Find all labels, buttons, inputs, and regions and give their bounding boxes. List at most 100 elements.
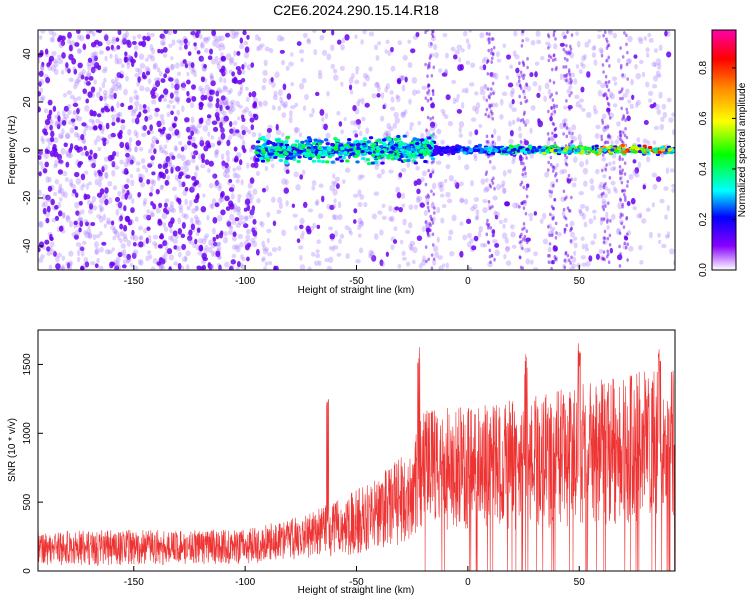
noise-dot: [100, 128, 105, 135]
noise-dot: [385, 39, 390, 45]
noise-dot: [217, 89, 224, 94]
noise-dot: [65, 214, 70, 221]
noise-dot: [127, 128, 132, 136]
noise-dot: [150, 143, 154, 150]
noise-dot: [280, 100, 285, 107]
noise-dot: [390, 65, 396, 72]
signal-dot: [296, 159, 301, 164]
noise-dot: [231, 244, 237, 250]
noise-dot: [532, 81, 538, 87]
noise-dot: [602, 113, 607, 119]
noise-dot: [507, 82, 514, 88]
noise-dot: [200, 153, 206, 160]
noise-dot: [477, 231, 482, 238]
noise-dot: [253, 161, 259, 169]
noise-dot: [192, 127, 198, 134]
noise-dot: [222, 110, 227, 118]
noise-dot: [145, 214, 151, 220]
noise-dot: [161, 254, 166, 261]
signal-dot: [343, 150, 348, 155]
noise-dot: [230, 101, 234, 109]
noise-dot: [327, 256, 334, 263]
noise-dot: [234, 244, 240, 250]
noise-dot: [241, 64, 245, 70]
noise-dot: [166, 104, 171, 109]
noise-dot: [338, 121, 343, 127]
noise-dot: [256, 45, 260, 52]
noise-dot: [180, 265, 185, 270]
noise-dot: [469, 82, 475, 87]
noise-dot: [537, 118, 541, 124]
noise-dot: [146, 130, 151, 135]
signal-dot: [439, 152, 444, 156]
noise-dot: [230, 259, 237, 265]
streak-dot: [521, 172, 524, 177]
noise-dot: [120, 250, 125, 257]
noise-dot: [68, 153, 73, 159]
noise-dot: [439, 193, 445, 198]
noise-dot: [209, 75, 214, 80]
streak-dot: [619, 197, 622, 201]
streak-dot: [606, 252, 610, 256]
noise-dot: [196, 227, 201, 234]
noise-dot: [243, 239, 250, 247]
noise-dot: [131, 252, 137, 259]
streak-dot: [568, 107, 571, 111]
noise-dot: [331, 214, 337, 220]
noise-dot: [180, 233, 186, 239]
streak-dot: [427, 83, 431, 88]
noise-dot: [315, 249, 320, 254]
noise-dot: [406, 161, 410, 168]
noise-dot: [671, 129, 675, 136]
noise-dot: [225, 105, 230, 111]
noise-dot: [638, 245, 643, 251]
noise-dot: [607, 188, 611, 195]
streak-dot: [518, 94, 521, 99]
noise-dot: [516, 118, 520, 123]
noise-dot: [610, 180, 616, 186]
noise-dot: [154, 107, 160, 113]
noise-dot: [111, 161, 116, 168]
noise-dot: [529, 72, 534, 78]
noise-dot: [460, 48, 465, 53]
noise-dot: [388, 205, 393, 212]
signal-dot: [284, 143, 290, 147]
noise-dot: [44, 48, 49, 55]
noise-dot: [500, 184, 505, 189]
noise-dot: [371, 254, 377, 262]
noise-dot: [79, 246, 85, 252]
noise-dot: [666, 97, 672, 103]
noise-dot: [262, 248, 268, 255]
signal-dot: [351, 152, 356, 156]
noise-dot: [208, 89, 213, 96]
noise-dot: [420, 106, 424, 112]
noise-dot: [137, 76, 141, 84]
noise-dot: [65, 151, 72, 159]
noise-dot: [211, 30, 217, 36]
noise-dot: [491, 229, 496, 235]
noise-dot: [518, 125, 522, 132]
noise-dot: [221, 45, 226, 51]
noise-dot: [315, 253, 321, 259]
noise-dot: [144, 65, 150, 73]
noise-dot: [53, 151, 59, 158]
streak-dot: [623, 235, 627, 239]
signal-dot: [591, 149, 596, 154]
noise-dot: [84, 124, 89, 131]
noise-dot: [579, 104, 583, 109]
signal-dot: [285, 135, 291, 139]
noise-dot: [137, 192, 141, 198]
noise-dot: [63, 191, 68, 199]
noise-dot: [593, 233, 597, 240]
noise-dot: [202, 37, 208, 42]
noise-dot: [167, 158, 172, 165]
noise-dot: [172, 104, 176, 110]
noise-dot: [386, 122, 391, 130]
signal-dot: [467, 148, 473, 152]
streak-dot: [490, 47, 493, 52]
noise-dot: [392, 122, 397, 129]
noise-dot: [51, 32, 57, 37]
streak-dot: [547, 253, 550, 258]
noise-dot: [431, 182, 437, 190]
noise-dot: [604, 186, 609, 191]
